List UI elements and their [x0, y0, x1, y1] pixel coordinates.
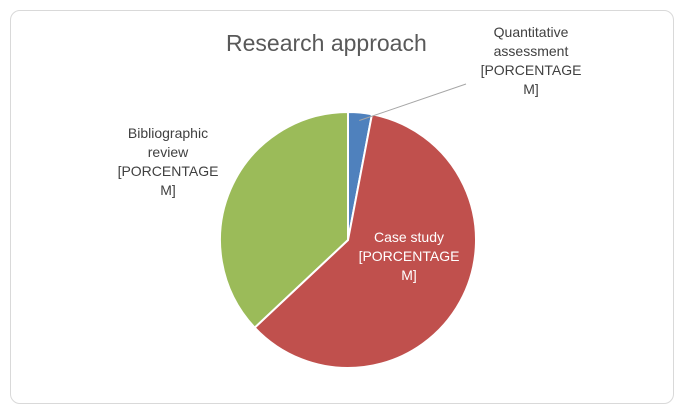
pie-slices — [219, 110, 477, 369]
chart-title: Research approach — [226, 30, 427, 56]
data-label-case-study: Case study [PORCENTAGE M] — [358, 229, 460, 283]
leader-line-quantitative — [359, 83, 467, 122]
pie-slice-bibliographic-review — [219, 110, 349, 330]
data-label-bibliographic-review: Bibliographic review [PORCENTAGE M] — [117, 125, 219, 198]
data-label-quantitative-assessment: Quantitative assessment [PORCENTAGE M] — [480, 24, 582, 97]
pie-slice-case-study — [253, 113, 477, 369]
